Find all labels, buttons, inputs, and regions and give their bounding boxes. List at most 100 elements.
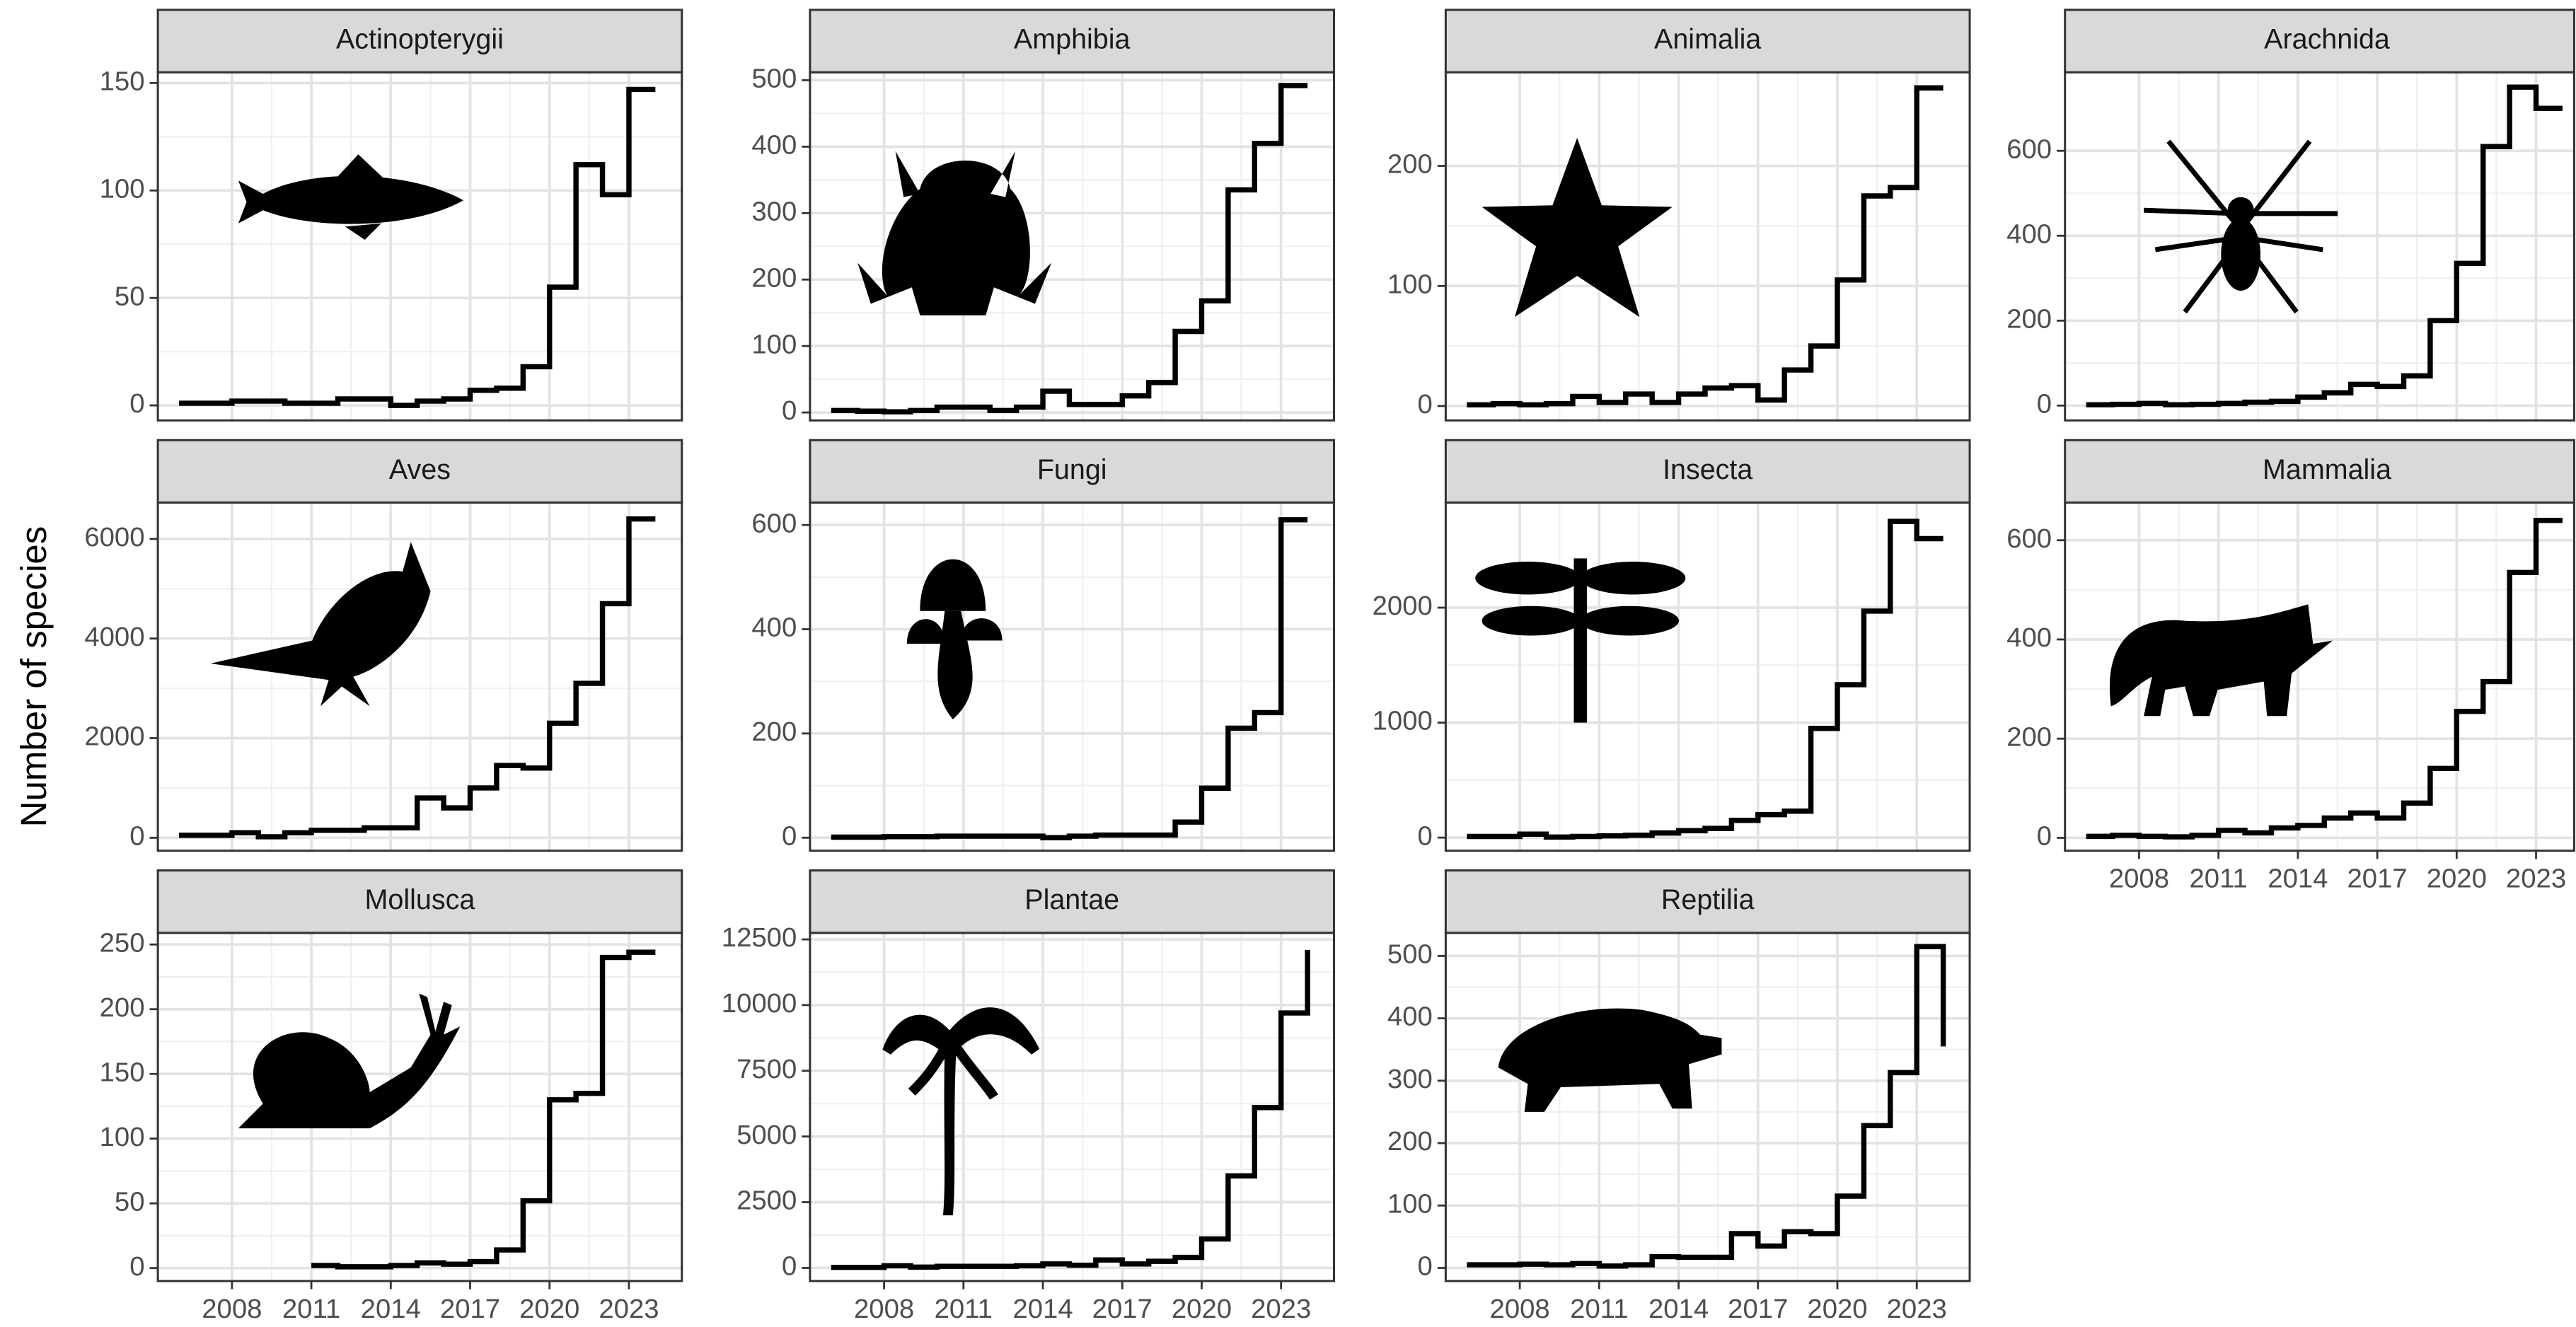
strip-label: Fungi <box>1037 454 1107 485</box>
y-tick-label: 6000 <box>84 522 144 552</box>
y-tick-label: 0 <box>782 821 797 851</box>
x-tick-label: 2011 <box>2189 864 2247 894</box>
panel-background <box>1445 72 1970 421</box>
strip <box>809 8 1336 74</box>
y-tick-label: 400 <box>751 129 797 160</box>
y-tick-label: 300 <box>751 196 797 226</box>
y-tick-label: 0 <box>1418 821 1433 851</box>
x-tick-label: 2014 <box>361 1294 421 1324</box>
x-tick-label: 2014 <box>1012 1294 1073 1324</box>
x-tick-label: 2020 <box>1172 1294 1232 1324</box>
x-tick-label: 2008 <box>854 1294 914 1324</box>
strip <box>156 869 683 934</box>
y-tick-label: 150 <box>100 66 145 96</box>
y-tick-label: 400 <box>2006 622 2052 653</box>
y-tick-label: 600 <box>2006 523 2052 554</box>
fish-icon <box>238 154 463 240</box>
y-tick-label: 1000 <box>1373 706 1433 736</box>
y-tick-label: 500 <box>1387 939 1433 970</box>
y-tick-label: 2500 <box>737 1186 797 1216</box>
dragonfly-icon <box>1475 558 1686 723</box>
data-line <box>831 949 1310 1270</box>
snail-icon <box>238 993 461 1129</box>
strip <box>156 8 683 74</box>
y-tick-label: 0 <box>129 821 144 851</box>
y-tick-label: 0 <box>782 395 797 426</box>
x-tick-label: 2020 <box>1807 1294 1867 1324</box>
y-tick-label: 200 <box>2006 303 2052 334</box>
strip-label: Reptilia <box>1661 884 1755 915</box>
panel: 0 100 200 300 400 500 Amphibia <box>751 8 1336 426</box>
data-line <box>179 516 656 840</box>
panel: 0 2500 5000 7500 10000 12500 2008 2011 2014 2017 2… <box>722 869 1336 1324</box>
data-line <box>1467 944 1946 1269</box>
strip-label: Aves <box>389 454 451 485</box>
x-tick-label: 2011 <box>1570 1294 1628 1324</box>
turtle-icon <box>1498 1008 1722 1112</box>
data-line <box>1467 518 1943 840</box>
panel: 0 100 200 Animalia <box>1387 8 1971 422</box>
y-tick-label: 2000 <box>1373 591 1433 621</box>
strip-label: Animalia <box>1654 23 1761 54</box>
x-tick-label: 2023 <box>1251 1294 1311 1324</box>
strip-label: Arachnida <box>2264 23 2390 54</box>
strip <box>809 869 1336 934</box>
y-tick-label: 12500 <box>722 922 797 953</box>
spider-icon <box>2144 139 2338 314</box>
y-tick-label: 250 <box>100 927 145 958</box>
y-tick-label: 7500 <box>737 1054 797 1084</box>
y-tick-label: 300 <box>1387 1064 1433 1094</box>
data-line <box>179 86 656 408</box>
fox-icon <box>2109 604 2333 717</box>
y-tick-label: 100 <box>100 1122 145 1152</box>
panel-background <box>809 932 1334 1281</box>
data-line <box>2086 517 2563 840</box>
y-tick-label: 600 <box>2006 134 2052 164</box>
x-tick-label: 2011 <box>935 1294 993 1324</box>
x-tick-label: 2017 <box>1092 1294 1153 1324</box>
x-tick-label: 2023 <box>2506 864 2566 894</box>
strip <box>2064 439 2575 504</box>
x-tick-label: 2020 <box>519 1294 579 1324</box>
y-tick-label: 200 <box>1387 1126 1433 1157</box>
y-tick-label: 100 <box>751 329 797 359</box>
y-tick-label: 100 <box>1387 1188 1433 1219</box>
panel: 0 200 400 600 Fungi <box>751 439 1336 852</box>
panel: 0 50 100 150 200 250 2008 2011 2014 2017 2020 2023 M… <box>100 869 683 1324</box>
x-tick-label: 2023 <box>1887 1294 1947 1324</box>
strip-label: Mammalia <box>2263 454 2391 485</box>
strip <box>156 439 683 504</box>
y-tick-label: 0 <box>2037 388 2052 419</box>
panel: 0 200 400 600 Arachnida <box>2006 8 2575 422</box>
data-line <box>311 949 656 1270</box>
y-tick-label: 50 <box>115 281 145 311</box>
strip-label: Plantae <box>1024 884 1119 915</box>
x-tick-label: 2008 <box>2109 864 2169 894</box>
strip <box>1444 8 1971 74</box>
data-line <box>831 517 1308 840</box>
data-line <box>2086 84 2563 407</box>
panel-background <box>2064 72 2575 421</box>
x-tick-label: 2017 <box>1728 1294 1788 1324</box>
y-tick-label: 0 <box>2037 821 2052 852</box>
strip <box>2064 8 2575 74</box>
starfish-icon <box>1482 138 1673 318</box>
y-tick-label: 600 <box>751 508 797 538</box>
frog-icon <box>857 151 1052 315</box>
mushroom-icon <box>906 559 1003 719</box>
strip <box>809 439 1336 504</box>
panel-background <box>158 72 682 421</box>
strip-label: Insecta <box>1663 454 1752 485</box>
y-tick-label: 0 <box>1418 389 1433 419</box>
strip <box>1444 439 1971 504</box>
y-tick-label: 100 <box>100 173 145 204</box>
bird-icon <box>210 542 431 707</box>
x-tick-label: 2011 <box>282 1294 340 1324</box>
y-tick-label: 200 <box>100 992 145 1023</box>
panel: 0 2000 4000 6000 Aves <box>84 439 683 852</box>
y-tick-label: 0 <box>1418 1251 1433 1282</box>
y-tick-label: 400 <box>2006 219 2052 249</box>
strip-label: Actinopterygii <box>336 23 504 54</box>
